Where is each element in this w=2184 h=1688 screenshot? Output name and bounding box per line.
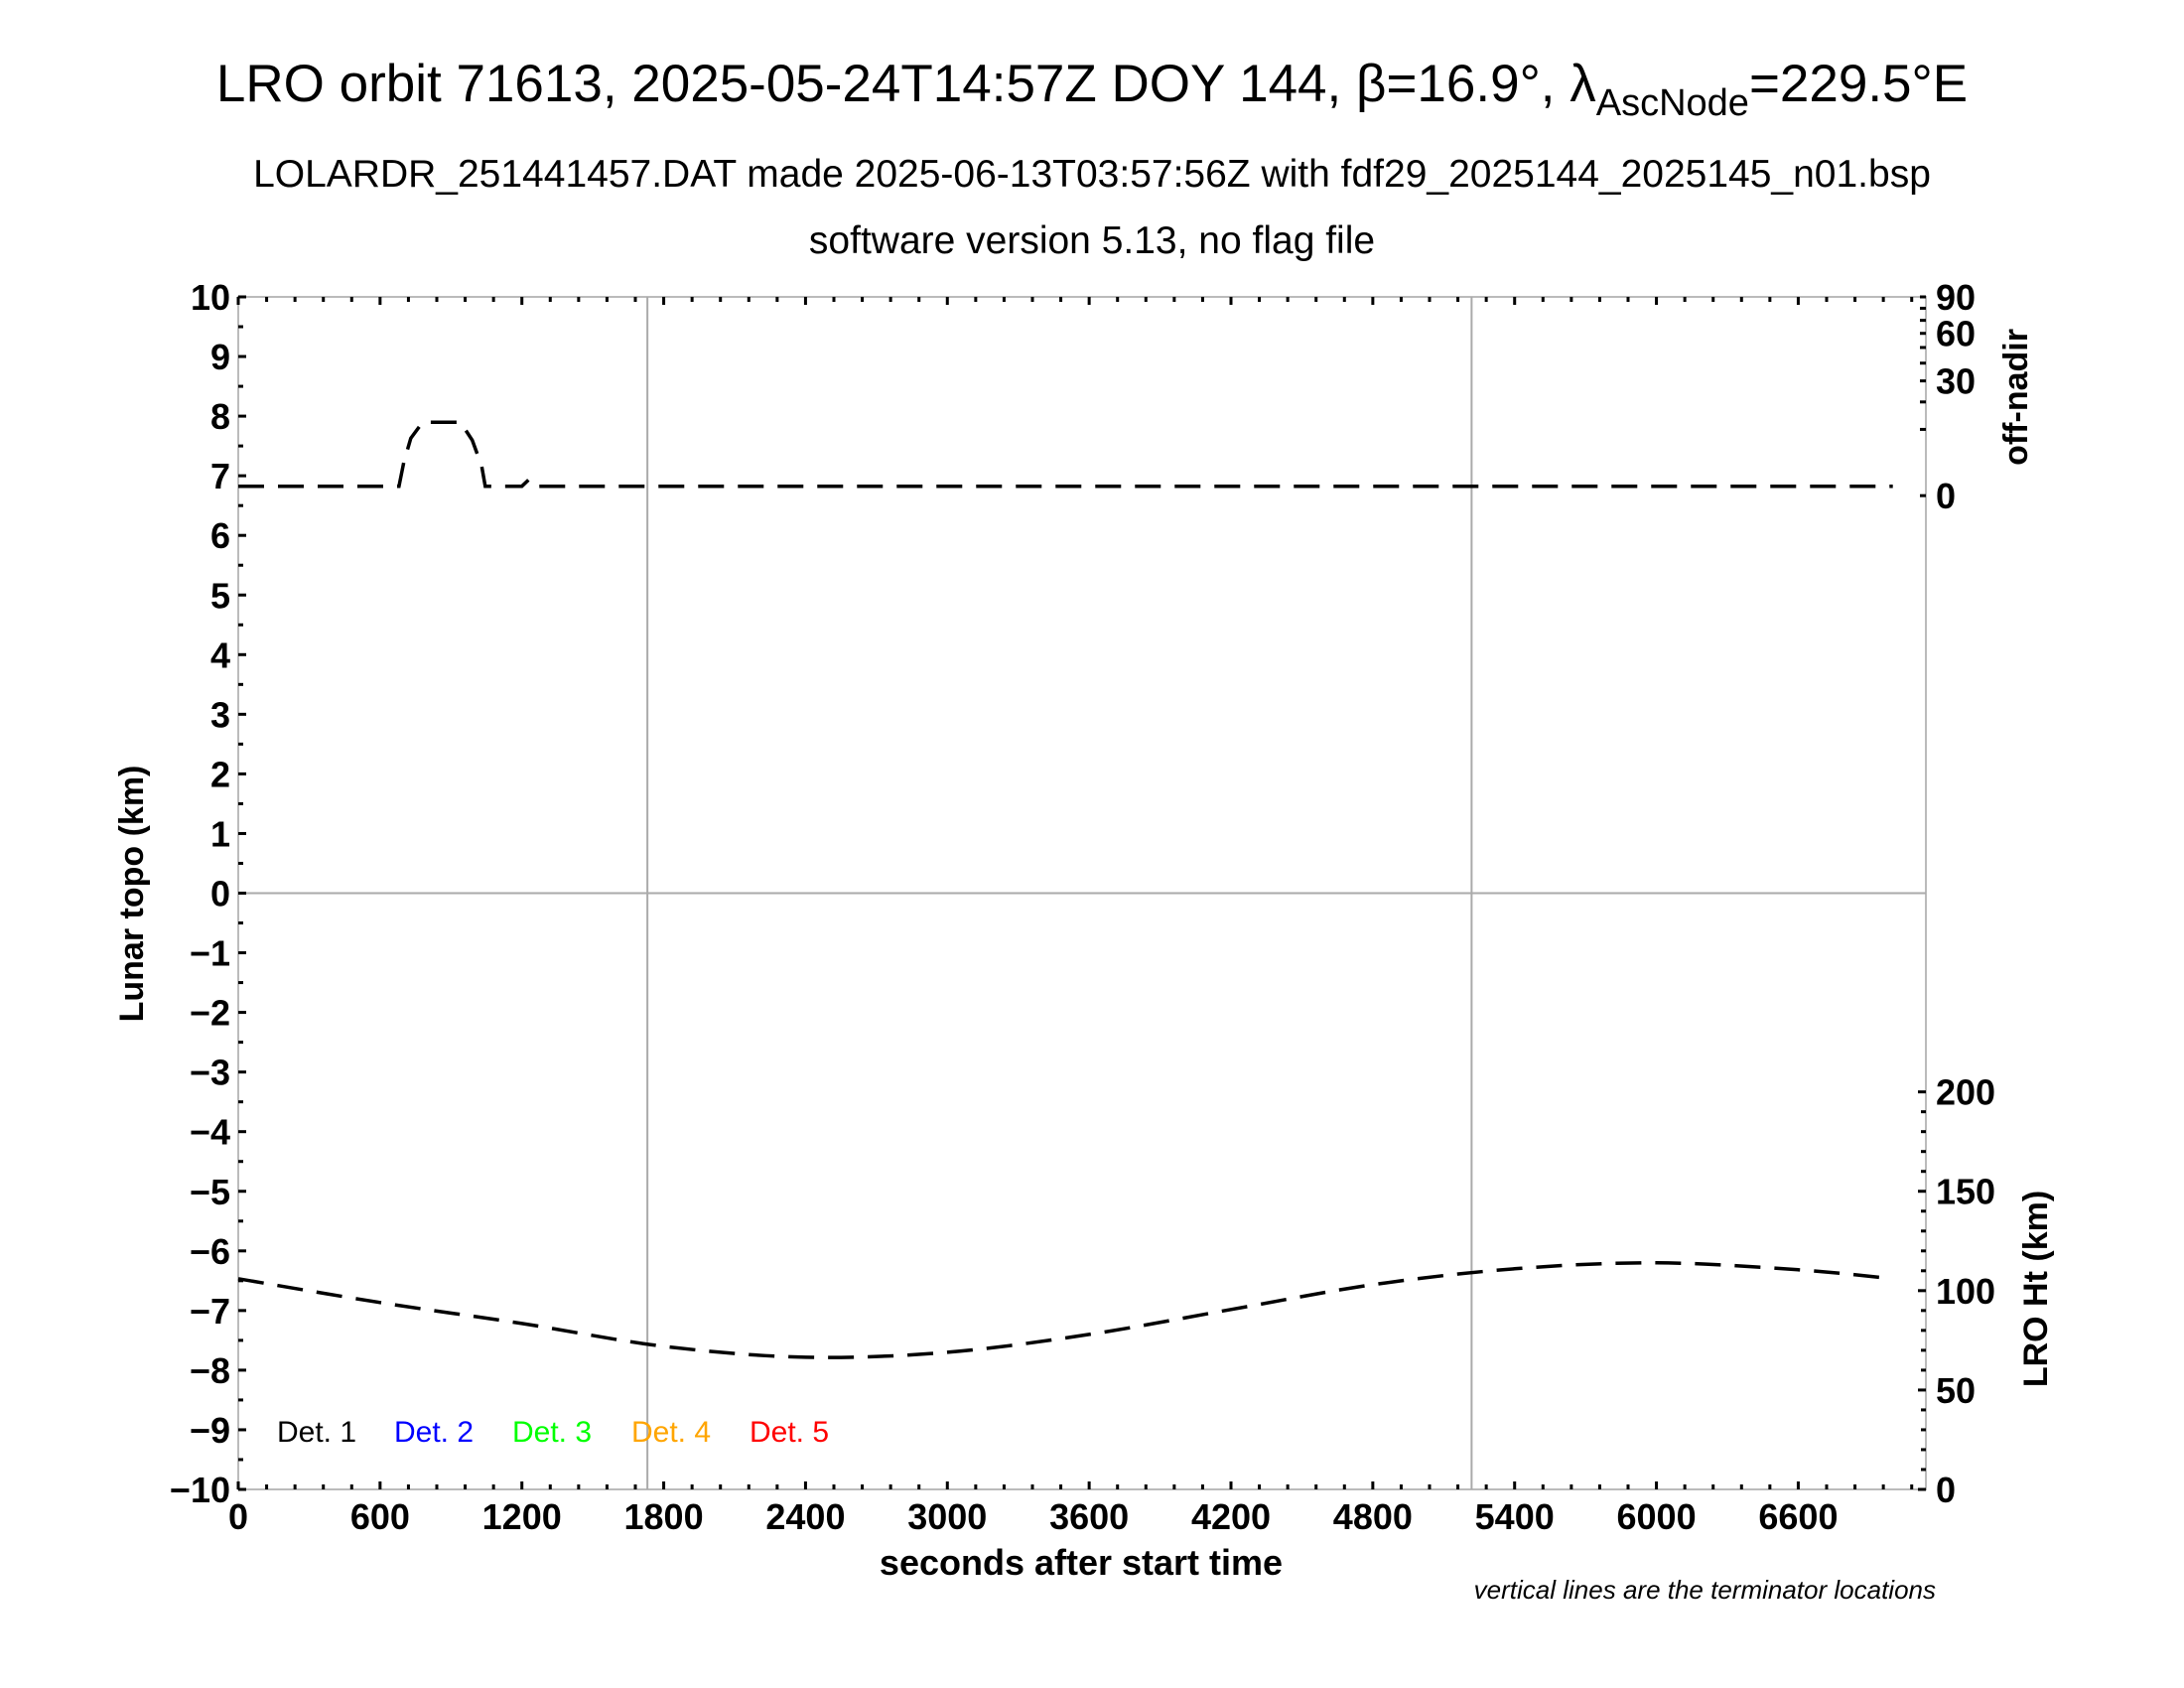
y-tick-label: −10 <box>170 1470 230 1510</box>
x-tick-label: 1800 <box>624 1496 704 1537</box>
x-tick-label: 6600 <box>1758 1496 1838 1537</box>
x-tick-label: 4200 <box>1191 1496 1271 1537</box>
legend-item-det-4: Det. 4 <box>631 1416 711 1449</box>
x-tick-label: 2400 <box>765 1496 845 1537</box>
y-tick-label: −4 <box>190 1112 230 1153</box>
x-tick-label: 4800 <box>1333 1496 1413 1537</box>
plot-area: 0 600 1200 1800 2400 3000 3600 4200 4800 5400 6000… <box>170 277 1995 1537</box>
y-tick-label: −7 <box>190 1291 230 1332</box>
legend-item-det-3: Det. 3 <box>512 1416 592 1449</box>
x-axis-label: seconds after start time <box>880 1542 1283 1583</box>
off-nadir-tick-label: 90 <box>1936 277 1976 318</box>
chart-subtitle-file: LOLARDR_251441457.DAT made 2025-06-13T03… <box>253 153 1931 196</box>
x-tick-label: 3000 <box>907 1496 987 1537</box>
x-tick-label: 6000 <box>1617 1496 1697 1537</box>
y-tick-label: −5 <box>190 1172 230 1212</box>
chart-subtitle-version: software version 5.13, no flag file <box>809 219 1375 262</box>
y-tick-label: 8 <box>210 396 230 437</box>
x-tick-label: 0 <box>228 1496 248 1537</box>
height-tick-label: 0 <box>1936 1470 1956 1510</box>
right-axis-label-height: LRO Ht (km) <box>2017 1191 2055 1387</box>
x-tick-label: 5400 <box>1475 1496 1555 1537</box>
y-tick-label: 5 <box>210 575 230 616</box>
y-tick-label: 10 <box>191 277 230 318</box>
y-axis-label: Lunar topo (km) <box>113 766 151 1023</box>
y-tick-label: 6 <box>210 515 230 556</box>
off-nadir-tick-label: 60 <box>1936 314 1976 354</box>
y-tick-label: 7 <box>210 456 230 496</box>
y-tick-label: −2 <box>190 993 230 1034</box>
legend-item-det-1: Det. 1 <box>277 1416 356 1449</box>
right-axis-label-off-nadir: off-nadir <box>1997 329 2035 466</box>
y-tick-label: 4 <box>210 634 230 675</box>
legend-item-det-5: Det. 5 <box>750 1416 829 1449</box>
y-tick-label: −9 <box>190 1410 230 1451</box>
height-tick-label: 50 <box>1936 1370 1976 1411</box>
off-nadir-line <box>238 420 1893 489</box>
title-subscript: AscNode <box>1596 82 1749 124</box>
y-tick-label: 9 <box>210 337 230 377</box>
y-tick-label: 1 <box>210 813 230 854</box>
height-tick-label: 100 <box>1936 1271 1995 1312</box>
lro-height-line <box>237 1261 1893 1359</box>
height-tick-label: 150 <box>1936 1172 1995 1212</box>
x-tick-label: 3600 <box>1049 1496 1129 1537</box>
terminator-note: vertical lines are the terminator locati… <box>1474 1575 1936 1605</box>
off-nadir-tick-label: 30 <box>1936 361 1976 402</box>
y-tick-label: 2 <box>210 754 230 794</box>
x-tick-label: 1200 <box>482 1496 562 1537</box>
y-tick-label: −3 <box>190 1053 230 1093</box>
y-tick-label: −6 <box>190 1231 230 1272</box>
y-tick-label: 0 <box>210 874 230 914</box>
height-tick-label: 200 <box>1936 1072 1995 1113</box>
y-tick-label: −8 <box>190 1350 230 1391</box>
off-nadir-tick-label: 0 <box>1936 476 1956 516</box>
y-tick-label: −1 <box>190 933 230 974</box>
legend-item-det-2: Det. 2 <box>394 1416 474 1449</box>
x-tick-label: 600 <box>350 1496 410 1537</box>
y-tick-label: 3 <box>210 694 230 735</box>
chart-title: LRO orbit 71613, 2025-05-24T14:57Z DOY 1… <box>216 55 1968 124</box>
